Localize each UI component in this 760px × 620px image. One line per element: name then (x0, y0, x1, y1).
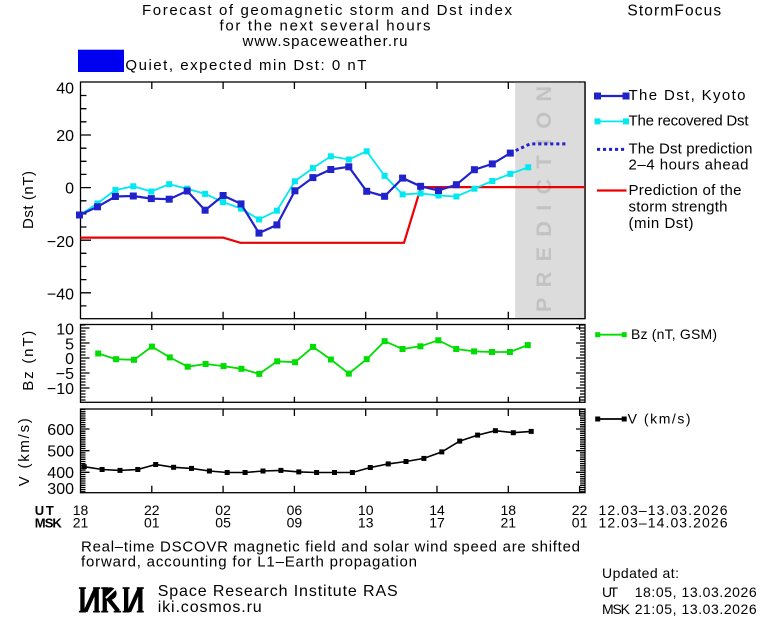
svg-text:12.03–13.03.2026: 12.03–13.03.2026 (599, 502, 728, 518)
svg-text:MSK: MSK (602, 601, 631, 617)
svg-text:0: 0 (65, 181, 74, 198)
svg-text:StormFocus: StormFocus (627, 3, 721, 20)
svg-text:18:05, 13.03.2026: 18:05, 13.03.2026 (635, 584, 757, 600)
svg-text:Quiet, expected min Dst: 0 nT: Quiet, expected min Dst: 0 nT (125, 57, 366, 74)
svg-text:600: 600 (47, 422, 74, 439)
svg-text:500: 500 (47, 444, 74, 461)
svg-text:−10: −10 (47, 381, 74, 398)
svg-text:Bz (nT, GSM): Bz (nT, GSM) (631, 326, 717, 342)
svg-text:The Dst prediction: The Dst prediction (629, 141, 753, 158)
svg-text:21: 21 (501, 515, 517, 531)
svg-text:18: 18 (501, 502, 517, 518)
svg-text:18: 18 (73, 502, 89, 518)
svg-text:21: 21 (73, 515, 89, 531)
svg-text:iki.cosmos.ru: iki.cosmos.ru (158, 599, 262, 616)
svg-text:The Dst, Kyoto: The Dst, Kyoto (629, 87, 746, 104)
svg-text:40: 40 (56, 80, 74, 97)
svg-text:21:05, 13.03.2026: 21:05, 13.03.2026 (635, 601, 757, 617)
svg-text:13: 13 (358, 515, 374, 531)
svg-text:09: 09 (287, 515, 303, 531)
svg-text:for the next several hours: for the next several hours (220, 18, 431, 35)
svg-text:−5: −5 (56, 366, 74, 383)
svg-text:06: 06 (287, 502, 303, 518)
svg-text:01: 01 (572, 515, 588, 531)
svg-text:forward, accounting for L1–Ear: forward, accounting for L1–Earth propaga… (81, 554, 417, 571)
svg-text:10: 10 (358, 502, 374, 518)
svg-text:Real–time DSCOVR magnetic fiel: Real–time DSCOVR magnetic field and sola… (81, 539, 580, 556)
svg-text:V (km/s): V (km/s) (628, 411, 691, 427)
svg-text:Space Research Institute RAS: Space Research Institute RAS (158, 583, 398, 600)
svg-text:2–4 hours ahead: 2–4 hours ahead (629, 157, 749, 174)
svg-text:Dst (nT): Dst (nT) (20, 171, 37, 229)
svg-text:www.spaceweather.ru: www.spaceweather.ru (242, 33, 408, 50)
svg-text:0: 0 (65, 351, 74, 368)
svg-text:22: 22 (144, 502, 160, 518)
svg-text:(min Dst): (min Dst) (629, 215, 694, 232)
svg-text:MSK: MSK (35, 516, 63, 531)
svg-text:20: 20 (56, 128, 74, 145)
svg-text:Prediction of the: Prediction of the (629, 182, 742, 199)
svg-text:300: 300 (47, 481, 74, 498)
svg-text:storm strength: storm strength (629, 199, 728, 216)
svg-text:5: 5 (65, 336, 74, 353)
svg-text:01: 01 (144, 515, 160, 531)
svg-text:17: 17 (429, 515, 445, 531)
svg-text:10: 10 (56, 322, 74, 339)
svg-text:12.03–14.03.2026: 12.03–14.03.2026 (599, 515, 728, 531)
svg-text:14: 14 (429, 502, 445, 518)
svg-text:400: 400 (47, 465, 74, 482)
svg-text:Bz (nT): Bz (nT) (20, 331, 37, 391)
svg-text:05: 05 (215, 515, 231, 531)
svg-text:22: 22 (572, 502, 588, 518)
svg-text:02: 02 (215, 502, 231, 518)
svg-text:−20: −20 (47, 234, 74, 251)
svg-text:The recovered Dst: The recovered Dst (629, 113, 750, 130)
svg-text:−40: −40 (47, 286, 74, 303)
svg-text:UT: UT (602, 584, 618, 600)
svg-text:Updated at:: Updated at: (602, 565, 679, 581)
svg-text:V (km/s): V (km/s) (16, 418, 33, 486)
